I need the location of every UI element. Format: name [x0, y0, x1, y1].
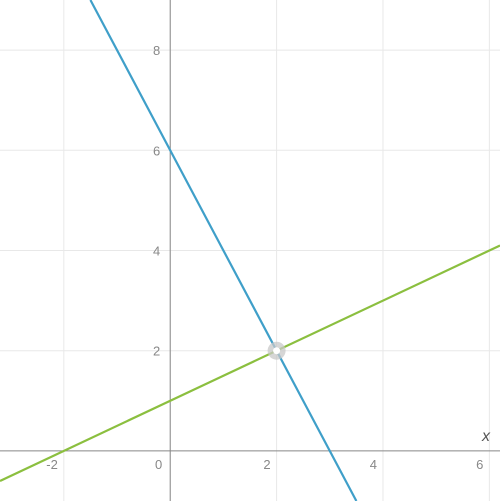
- y-tick-label: 6: [153, 143, 160, 158]
- intersection-marker-hole: [273, 347, 280, 354]
- line-chart: -2 0 2 4 6 2 4 6 8 x: [0, 0, 500, 501]
- x-axis-label: x: [481, 428, 491, 445]
- x-tick-label: 6: [476, 457, 483, 472]
- y-tick-label: 8: [153, 43, 160, 58]
- chart-canvas: -2 0 2 4 6 2 4 6 8 x: [0, 0, 500, 501]
- x-tick-label: 2: [263, 457, 270, 472]
- x-tick-label: 4: [370, 457, 377, 472]
- y-tick-label: 2: [153, 344, 160, 359]
- y-tick-label: 4: [153, 244, 160, 259]
- x-tick-label: -2: [46, 457, 58, 472]
- x-tick-label: 0: [155, 457, 162, 472]
